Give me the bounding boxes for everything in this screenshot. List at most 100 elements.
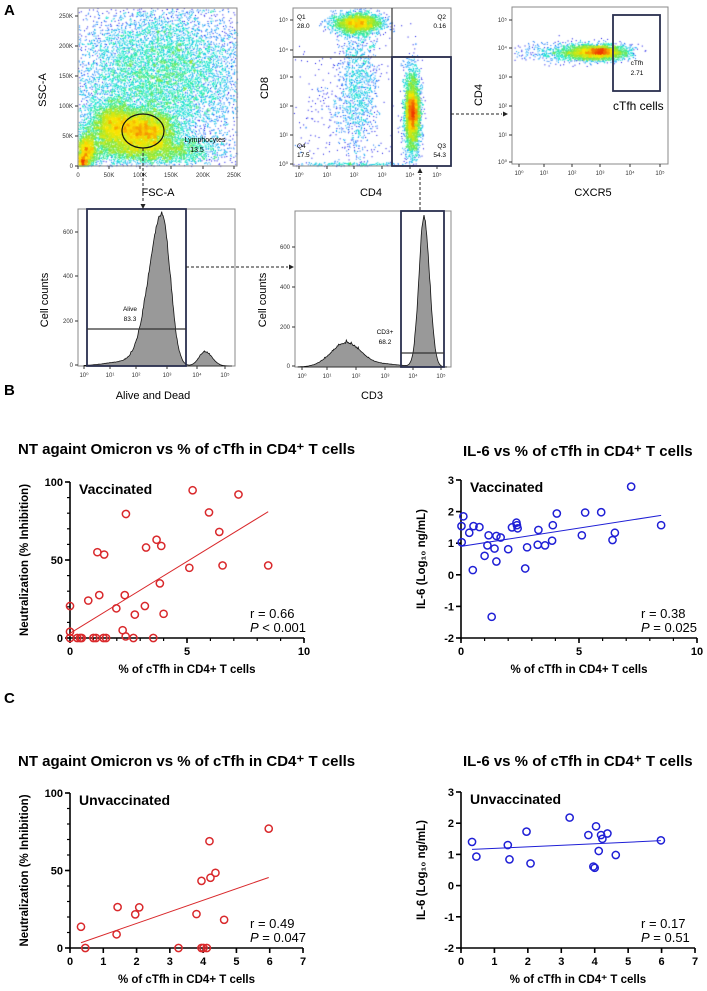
cd8-y-tick-label: 10⁰ <box>279 161 289 168</box>
p-value: = 0.025 <box>650 620 697 635</box>
ctfh-gate-value: 2.71 <box>631 70 644 77</box>
data-point <box>503 544 513 554</box>
x-tick-label: 7 <box>692 956 698 968</box>
data-point <box>184 563 194 573</box>
livedead-x-tick-label: 10³ <box>163 373 172 379</box>
data-point <box>591 821 601 831</box>
x-axis-label: % of cTfh in CD4+ T cells <box>510 664 647 676</box>
data-point <box>152 535 161 545</box>
chart-title-c-il6: IL-6 vs % of cTfh in CD4⁺ T cells <box>463 753 693 770</box>
fsc-y-tick-label: 150K <box>59 74 73 80</box>
arrowhead <box>417 168 423 173</box>
data-point <box>552 509 562 518</box>
x-tick-label: 6 <box>659 956 665 968</box>
data-point <box>548 520 558 530</box>
x-tick-label: 3 <box>558 956 564 968</box>
y-axis-label: IL-6 (Log₁₀ ng/mL) <box>416 509 428 609</box>
data-point <box>101 633 111 643</box>
data-point <box>65 627 75 637</box>
data-point <box>199 943 208 953</box>
data-point <box>77 633 87 643</box>
data-point <box>206 873 215 883</box>
data-point <box>467 837 477 847</box>
regression-line <box>80 877 269 944</box>
livedead-y-tick-label: 600 <box>63 230 74 236</box>
data-point <box>594 846 604 856</box>
data-point <box>202 943 212 953</box>
q3-gate <box>391 56 452 167</box>
x-tick-label: 5 <box>625 956 631 968</box>
y-tick-label: 3 <box>448 475 454 487</box>
data-point <box>140 601 150 611</box>
cd4-y-tick-label: 10³ <box>498 75 507 81</box>
data-point <box>148 633 158 643</box>
x-tick-label: 5 <box>184 646 190 658</box>
data-point <box>589 862 598 871</box>
arrowhead <box>503 111 508 117</box>
data-point <box>214 527 224 537</box>
y-tick-label: 100 <box>45 788 63 800</box>
cd8-y-tick-label: 10³ <box>279 75 288 81</box>
y-axis-label: Neutralization (% Inhibition) <box>19 794 31 946</box>
quadrant-name: Q4 <box>297 143 306 150</box>
fsc-x-label: FSC-A <box>142 187 176 199</box>
regression-line <box>472 840 661 850</box>
y-axis-label: Neutralization (% Inhibition) <box>19 484 31 636</box>
fsc-x-tick-label: 250K <box>227 173 241 179</box>
y-tick-label: 0 <box>448 881 454 893</box>
data-point <box>204 508 214 517</box>
livedead-x-tick-label: 10⁴ <box>192 372 202 379</box>
cd4-y-tick-label: 10¹ <box>498 133 507 139</box>
y-tick-label: 50 <box>51 555 63 567</box>
x-tick-label: 0 <box>67 956 73 968</box>
data-point <box>487 612 497 622</box>
livedead-y-tick-label: 400 <box>63 274 74 280</box>
group-label: Vaccinated <box>470 479 543 495</box>
p-value-text: P < 0.001 <box>250 620 306 635</box>
y-axis-label: IL-6 (Log₁₀ ng/mL) <box>416 820 428 920</box>
cd4-x-tick-label: 10³ <box>378 173 387 179</box>
quadrant-name: Q1 <box>297 14 306 21</box>
y-tick-label: 0 <box>57 633 63 645</box>
cd8-y-label: CD8 <box>259 77 271 99</box>
fsc-y-tick-label: 100K <box>59 104 73 110</box>
x-tick-label: 7 <box>300 956 306 968</box>
data-point <box>596 507 606 517</box>
data-point <box>526 859 535 868</box>
data-point <box>490 544 499 553</box>
data-point <box>188 485 197 495</box>
correlation-r: r = 0.49 <box>250 916 294 931</box>
data-point <box>218 561 227 570</box>
fsc-x-tick-label: 50K <box>104 173 115 179</box>
data-point <box>211 868 220 878</box>
data-point <box>65 601 75 611</box>
correlation-r: r = 0.38 <box>641 606 685 621</box>
x-tick-label: 10 <box>691 646 703 658</box>
lymphocyte-gate-label: Lymphocytes <box>185 137 226 144</box>
x-axis-label: % of cTfh in CD4+ T cells <box>118 664 255 676</box>
ctfh-cells-caption: cTfh cells <box>613 99 664 113</box>
quadrant-value: 54.3 <box>433 152 446 159</box>
cd3-histogram <box>297 215 448 368</box>
data-point <box>505 855 514 864</box>
scatter-chart-3: 0 1 2 3 4 5 6 7 -2 -1 0 1 2 3 IL-6 (Log₁₀ ng/mL) % of c… <box>416 787 698 986</box>
regression-line <box>460 514 662 547</box>
group-label: Vaccinated <box>79 481 152 497</box>
data-point <box>219 915 229 925</box>
data-point <box>565 813 574 822</box>
data-point <box>80 943 90 953</box>
quadrant-name: Q3 <box>437 143 446 150</box>
y-tick-label: -2 <box>444 943 454 955</box>
cd3-y-tick-label: 400 <box>280 285 291 291</box>
x-tick-label: 2 <box>525 956 531 968</box>
cd3-gate-value: 68.2 <box>379 339 392 346</box>
y-tick-label: 0 <box>448 570 454 582</box>
cd3-x-tick-label: 10¹ <box>323 374 332 380</box>
p-label: P <box>641 620 650 635</box>
p-label: P <box>641 930 650 945</box>
flow-cytometry-dot-plots <box>0 0 707 400</box>
data-point <box>155 579 165 588</box>
cd3-gate <box>400 210 445 368</box>
ssc-y-label: SSC-A <box>37 73 49 107</box>
p-label: P <box>250 930 259 945</box>
